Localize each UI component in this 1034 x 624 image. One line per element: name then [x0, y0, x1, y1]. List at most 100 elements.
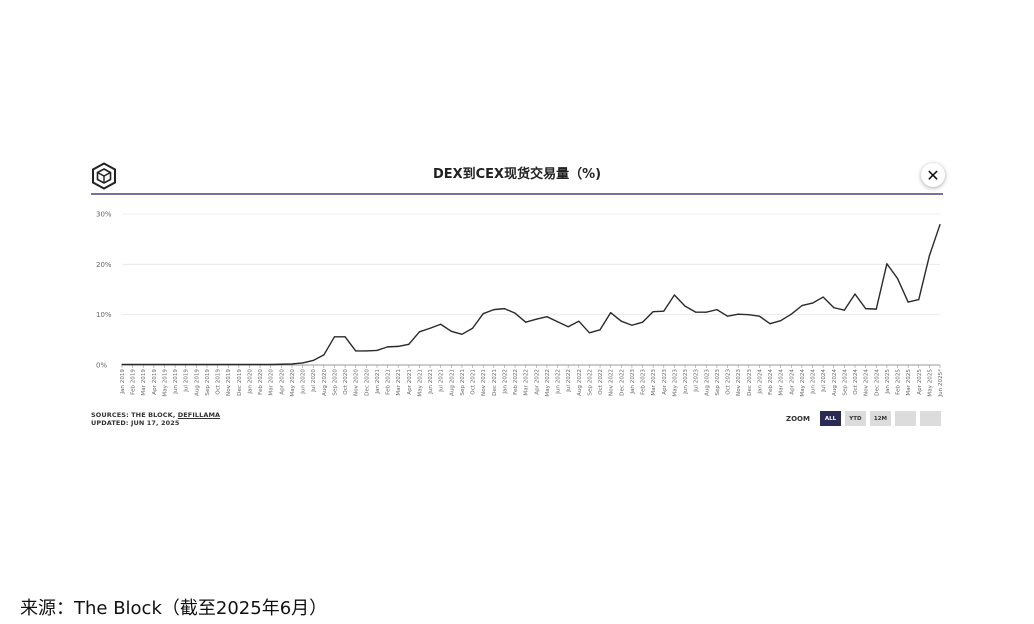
x-tick-label: Apr 2025 [917, 369, 923, 395]
x-tick-label: Feb 2023 [641, 369, 647, 395]
data-point [440, 323, 442, 325]
x-tick-label: Dec 2020 [364, 369, 370, 396]
data-point [206, 363, 208, 366]
x-tick-label: Jul 2019 [184, 369, 190, 393]
data-point [737, 313, 739, 315]
x-tick-label: Apr 2019 [152, 369, 158, 395]
x-tick-label: May 2020 [290, 369, 296, 397]
data-point [939, 223, 941, 226]
defillama-link[interactable]: DEFILLAMA [177, 411, 221, 419]
data-point [153, 363, 155, 366]
series-line [122, 224, 941, 366]
data-point [248, 363, 251, 366]
data-point [493, 309, 495, 311]
data-point [631, 324, 633, 326]
x-tick-label: Feb 2021 [386, 369, 392, 395]
close-button[interactable]: ✕ [921, 163, 945, 187]
x-tick-label: Aug 2019 [194, 369, 200, 396]
x-tick-label: Apr 2024 [789, 369, 795, 395]
x-tick-label: May 2021 [417, 369, 423, 397]
data-point [429, 327, 431, 329]
x-tick-label: Jan 2022 [502, 369, 508, 395]
x-tick-label: Feb 2025 [896, 369, 902, 395]
data-point [408, 343, 410, 345]
x-tick-label: Aug 2021 [449, 369, 455, 396]
x-tick-label: Sep 2019 [205, 369, 211, 396]
data-point [556, 321, 559, 323]
data-point [716, 309, 718, 311]
x-tick-label: Aug 2023 [704, 369, 710, 396]
x-tick-label: Jan 2020 [247, 369, 253, 395]
x-tick-label: May 2019 [162, 369, 168, 397]
data-point [758, 315, 761, 317]
x-tick-label: Feb 2019 [131, 369, 137, 395]
x-tick-label: Sep 2022 [587, 369, 593, 396]
data-point [174, 363, 176, 366]
y-tick-label: 0% [96, 362, 107, 370]
data-point [684, 305, 686, 307]
data-point [280, 363, 282, 365]
x-tick-label: Jan 2023 [630, 369, 636, 395]
chart-title: DEX到CEX现货交易量（%) [432, 167, 602, 182]
data-point [355, 350, 357, 352]
data-point [843, 309, 845, 311]
x-tick-label: Jul 2021 [439, 369, 445, 393]
data-point [163, 363, 166, 366]
x-tick-label: Nov 2021 [481, 369, 487, 396]
x-tick-label: Apr 2023 [662, 369, 668, 395]
zoom-button-5[interactable] [919, 411, 941, 426]
x-tick-label: Feb 2024 [768, 369, 774, 395]
data-point [780, 320, 782, 322]
data-point [652, 311, 654, 313]
data-point [663, 310, 665, 312]
data-point [748, 314, 750, 316]
data-point [376, 349, 378, 352]
data-point [886, 263, 888, 265]
zoom-all-button[interactable]: ALL [819, 411, 841, 426]
x-tick-label: Sep 2020 [332, 369, 338, 396]
x-tick-label: Jun 2020 [301, 369, 307, 395]
y-tick-label: 30% [96, 211, 112, 219]
x-tick-label: Aug 2024 [832, 369, 838, 396]
data-point [121, 363, 123, 366]
x-tick-label: Oct 2019 [216, 369, 222, 395]
x-tick-label: Nov 2019 [226, 369, 232, 396]
data-point [833, 307, 835, 309]
zoom-ytd-button[interactable]: YTD [844, 411, 866, 426]
x-tick-label: Nov 2023 [736, 369, 742, 396]
data-point [195, 363, 197, 366]
data-point [822, 296, 824, 298]
x-tick-label: Feb 2020 [258, 369, 264, 395]
data-point [217, 363, 219, 366]
x-tick-label: Oct 2022 [598, 369, 604, 395]
source-caption: 来源：The Block（截至2025年6月） [20, 598, 328, 619]
x-tick-label: Jun 2019 [173, 369, 179, 395]
data-point [578, 320, 580, 322]
data-point [132, 363, 134, 366]
data-point [344, 336, 346, 338]
x-tick-label: Mar 2023 [651, 369, 657, 396]
x-tick-label: Jun 2025* [938, 369, 944, 398]
x-tick-label: Jun 2022 [556, 369, 562, 395]
data-point [546, 316, 548, 318]
data-point [397, 345, 399, 347]
y-tick-label: 10% [96, 311, 112, 319]
x-tick-label: Jun 2023 [683, 369, 689, 395]
x-tick-label: Oct 2023 [726, 369, 732, 395]
zoom-12m-button[interactable]: 12M [869, 411, 891, 426]
zoom-button-4[interactable] [894, 411, 916, 426]
x-tick-label: Sep 2024 [842, 369, 848, 396]
data-point [312, 359, 314, 362]
data-point [811, 302, 814, 304]
data-point [270, 363, 272, 366]
data-point [365, 350, 367, 352]
x-tick-label: Jul 2022 [566, 369, 572, 393]
data-point [801, 305, 803, 307]
x-tick-label: Nov 2020 [354, 369, 360, 396]
data-point [142, 363, 144, 366]
x-tick-label: May 2024 [800, 369, 806, 397]
data-point [259, 363, 261, 366]
data-point [673, 294, 676, 296]
x-tick-label: Sep 2023 [715, 369, 721, 396]
data-point [610, 312, 612, 314]
